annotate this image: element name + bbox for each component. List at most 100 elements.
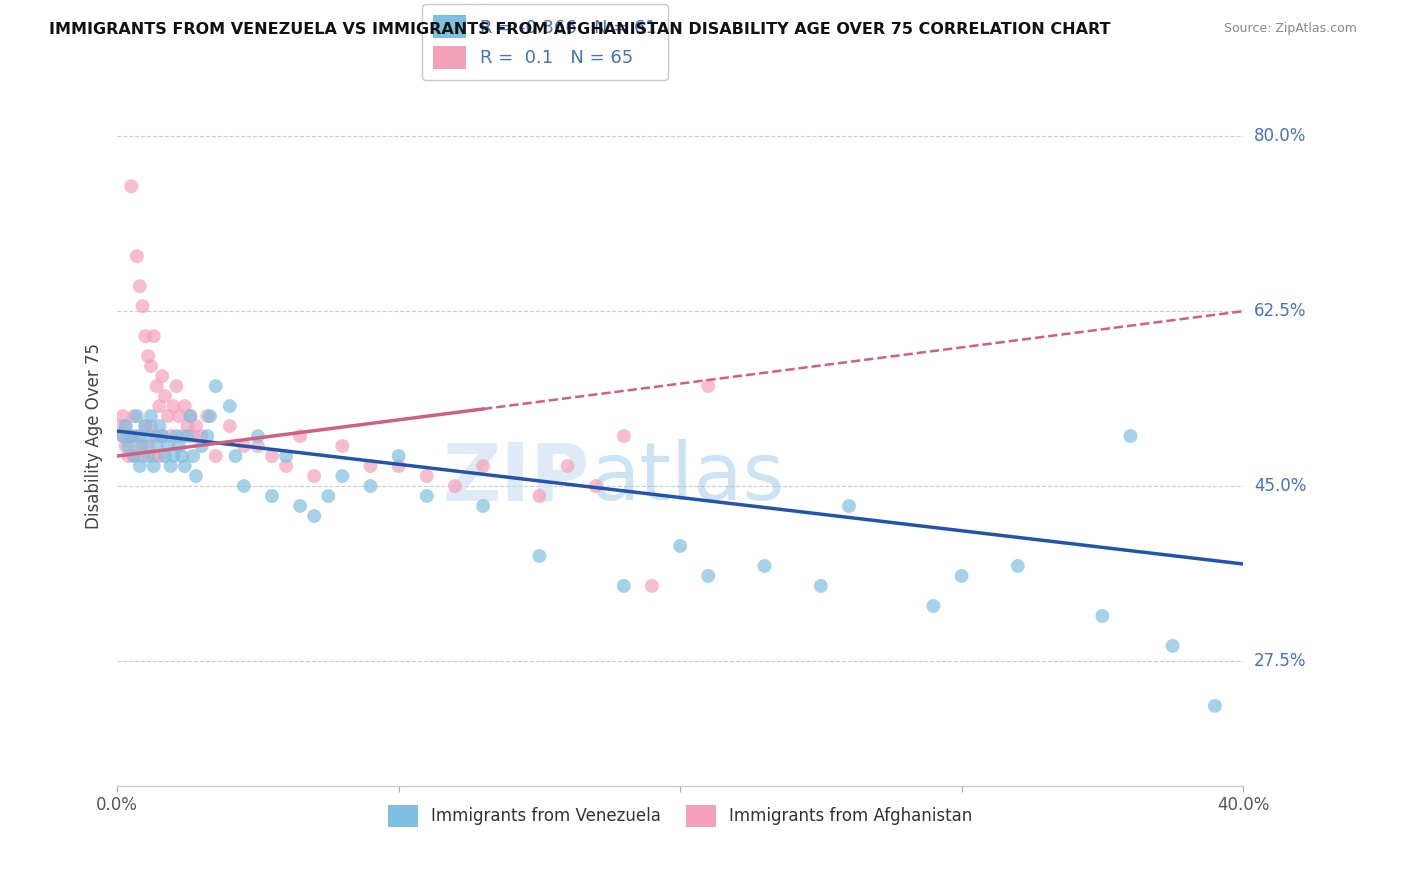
Point <box>122 409 145 423</box>
Point <box>330 439 353 453</box>
Point <box>134 329 156 343</box>
Point <box>125 249 148 263</box>
Point <box>179 409 201 423</box>
Point <box>838 499 860 513</box>
Point <box>641 579 664 593</box>
Text: 80.0%: 80.0% <box>1254 128 1306 145</box>
Point <box>136 449 159 463</box>
Point <box>148 399 170 413</box>
Text: 62.5%: 62.5% <box>1254 302 1306 320</box>
Point <box>117 429 139 443</box>
Text: atlas: atlas <box>591 439 785 517</box>
Point <box>117 449 139 463</box>
Point <box>190 439 212 453</box>
Point <box>232 439 254 453</box>
Point <box>131 439 153 453</box>
Point <box>360 479 382 493</box>
Point <box>128 458 150 473</box>
Point <box>416 469 439 483</box>
Point <box>173 458 195 473</box>
Point <box>114 419 136 434</box>
Point <box>145 429 167 443</box>
Point <box>922 599 945 613</box>
Point <box>204 449 226 463</box>
Point <box>173 399 195 413</box>
Point <box>1007 558 1029 573</box>
Point <box>260 489 283 503</box>
Point <box>150 369 173 384</box>
Text: ZIP: ZIP <box>443 439 591 517</box>
Point <box>125 429 148 443</box>
Point <box>416 489 439 503</box>
Point <box>114 439 136 453</box>
Point <box>388 458 411 473</box>
Point <box>131 299 153 313</box>
Point <box>165 429 187 443</box>
Point <box>288 499 311 513</box>
Point <box>108 419 131 434</box>
Point <box>302 469 325 483</box>
Point <box>117 439 139 453</box>
Point <box>1091 608 1114 623</box>
Point <box>557 458 579 473</box>
Point <box>302 508 325 523</box>
Text: IMMIGRANTS FROM VENEZUELA VS IMMIGRANTS FROM AFGHANISTAN DISABILITY AGE OVER 75 : IMMIGRANTS FROM VENEZUELA VS IMMIGRANTS … <box>49 22 1111 37</box>
Point <box>159 458 181 473</box>
Point <box>139 429 162 443</box>
Point <box>134 419 156 434</box>
Point <box>288 429 311 443</box>
Y-axis label: Disability Age Over 75: Disability Age Over 75 <box>86 343 103 529</box>
Point <box>1119 429 1142 443</box>
Point <box>184 469 207 483</box>
Point <box>224 449 246 463</box>
Point <box>176 419 198 434</box>
Point <box>190 429 212 443</box>
Point <box>153 389 176 403</box>
Point <box>170 449 193 463</box>
Point <box>810 579 832 593</box>
Point <box>120 179 142 194</box>
Point <box>125 409 148 423</box>
Point <box>111 409 134 423</box>
Point <box>162 449 184 463</box>
Point <box>316 489 339 503</box>
Point <box>134 419 156 434</box>
Point <box>136 439 159 453</box>
Point <box>613 579 636 593</box>
Point <box>150 429 173 443</box>
Point <box>153 449 176 463</box>
Point <box>131 449 153 463</box>
Point <box>145 439 167 453</box>
Point <box>148 449 170 463</box>
Point <box>142 449 165 463</box>
Point <box>218 419 240 434</box>
Point <box>150 429 173 443</box>
Point <box>114 419 136 434</box>
Point <box>204 379 226 393</box>
Point <box>167 409 190 423</box>
Point <box>148 419 170 434</box>
Point <box>111 429 134 443</box>
Point <box>128 429 150 443</box>
Point <box>246 439 269 453</box>
Point <box>167 439 190 453</box>
Point <box>585 479 607 493</box>
Point <box>472 499 495 513</box>
Point <box>162 399 184 413</box>
Text: Source: ZipAtlas.com: Source: ZipAtlas.com <box>1223 22 1357 36</box>
Point <box>330 469 353 483</box>
Point <box>139 419 162 434</box>
Point <box>120 429 142 443</box>
Point <box>195 409 218 423</box>
Point <box>246 429 269 443</box>
Point <box>142 329 165 343</box>
Point <box>165 379 187 393</box>
Point <box>472 458 495 473</box>
Point <box>529 489 551 503</box>
Point <box>232 479 254 493</box>
Point <box>181 429 204 443</box>
Point <box>669 539 692 553</box>
Point <box>139 359 162 373</box>
Point <box>613 429 636 443</box>
Point <box>120 429 142 443</box>
